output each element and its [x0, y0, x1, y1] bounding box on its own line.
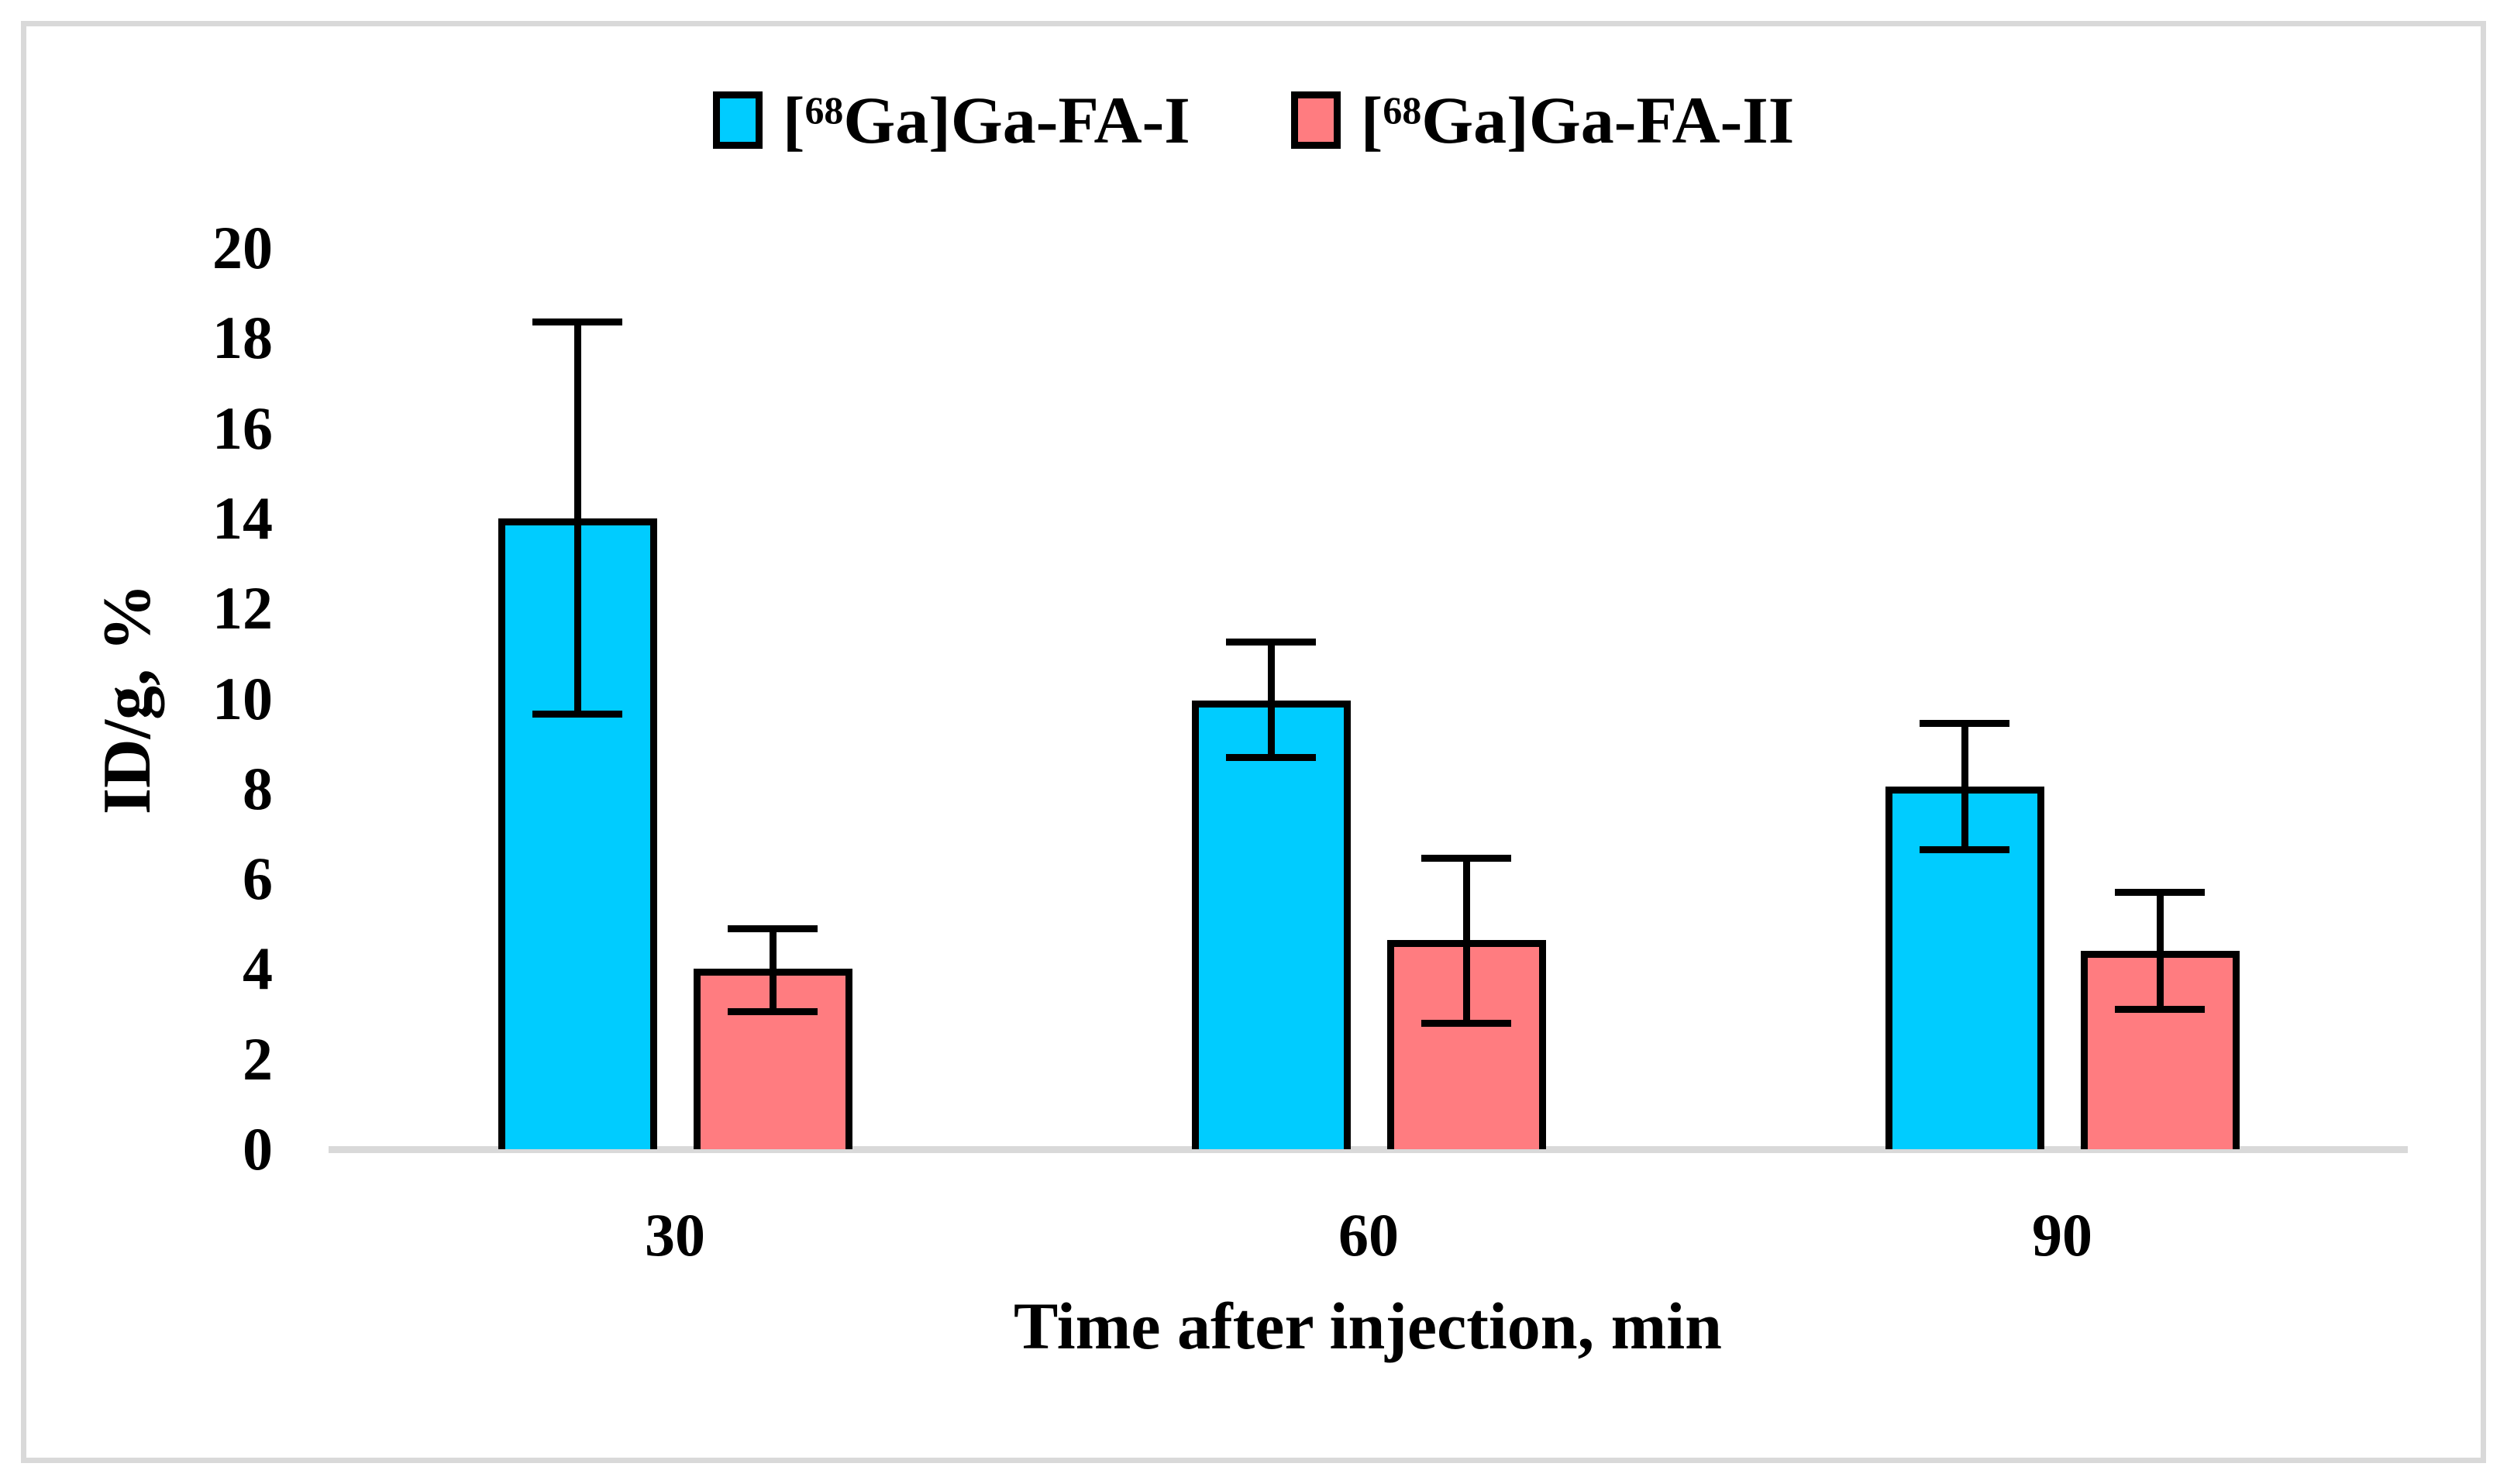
error-bar-cap-bottom [1226, 753, 1316, 761]
error-bar-cap-top [1226, 639, 1316, 646]
x-tick-label-30: 30 [645, 1201, 705, 1269]
error-bar-line [1462, 858, 1470, 1024]
legend-item-ga-fa-2: [68Ga]Ga-FA-II [1290, 87, 1794, 153]
y-tick-label-16: 16 [212, 394, 273, 462]
legend: [68Ga]Ga-FA-I [68Ga]Ga-FA-II [0, 87, 2507, 153]
legend-label-ga-fa-2: [68Ga]Ga-FA-II [1361, 87, 1794, 153]
error-bar-cap-top [1920, 719, 2009, 727]
y-tick-label-20: 20 [212, 214, 273, 281]
y-tick-label-10: 10 [212, 664, 273, 732]
y-tick-label-6: 6 [243, 845, 273, 913]
y-tick-label-18: 18 [212, 304, 273, 372]
error-bar-cap-bottom [532, 711, 622, 718]
error-bar-line [1267, 642, 1275, 758]
error-bar-cap-bottom [728, 1008, 818, 1016]
y-tick-label-12: 12 [212, 574, 273, 642]
legend-label-rest: Ga]Ga-FA-I [843, 83, 1190, 157]
x-axis-title: Time after injection, min [1013, 1289, 1722, 1363]
error-bar-cap-top [532, 318, 622, 326]
x-tick-label-60: 60 [1338, 1201, 1399, 1269]
error-bar-cap-bottom [2115, 1006, 2205, 1014]
legend-label-isotope: 68 [1383, 89, 1422, 133]
y-tick-label-2: 2 [243, 1024, 273, 1093]
x-tick-label-90: 90 [2032, 1201, 2092, 1269]
y-tick-label-14: 14 [212, 484, 273, 552]
y-tick-label-0: 0 [243, 1115, 273, 1183]
legend-label-ga-fa-1: [68Ga]Ga-FA-I [783, 87, 1190, 153]
legend-marker-ga-fa-2-icon [1290, 91, 1341, 149]
legend-label-isotope: 68 [804, 89, 844, 133]
legend-item-ga-fa-1: [68Ga]Ga-FA-I [712, 87, 1190, 153]
y-tick-label-4: 4 [243, 935, 273, 1003]
legend-label-bracket: [ [1360, 83, 1383, 157]
error-bar-cap-top [1421, 855, 1511, 863]
legend-label-bracket: [ [782, 83, 805, 157]
error-bar-cap-bottom [1421, 1019, 1511, 1027]
error-bar-line [1961, 723, 1968, 850]
error-bar-cap-top [728, 924, 818, 932]
error-bar-cap-top [2115, 889, 2205, 897]
legend-label-rest: Ga]Ga-FA-II [1421, 83, 1795, 157]
error-bar-line [573, 322, 581, 714]
error-bar-cap-bottom [1920, 845, 2009, 853]
error-bar-line [2156, 892, 2164, 1010]
legend-marker-ga-fa-1-icon [712, 91, 763, 149]
x-axis-line [329, 1146, 2408, 1153]
bar-ga-fa-1-60 [1191, 701, 1351, 1149]
error-bar-line [769, 928, 777, 1012]
y-tick-label-8: 8 [243, 754, 273, 822]
figure-border [21, 21, 2486, 1463]
